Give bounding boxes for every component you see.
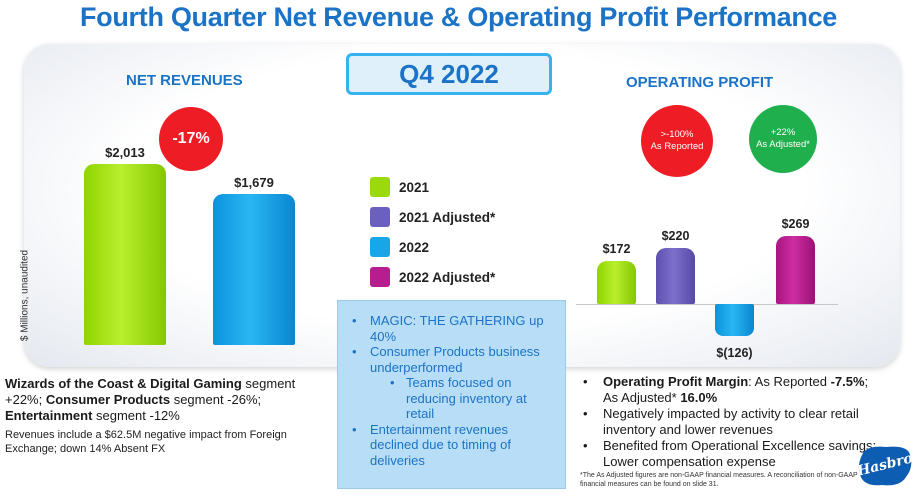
segment-change: segment -26%; (170, 392, 262, 407)
net-revenues-value-2022: $1,679 (234, 175, 274, 191)
adjusted-change: +22% (770, 127, 796, 138)
operating-profit-adjusted-badge: +22% As Adjusted* (749, 105, 817, 173)
margin-text: : As Reported (748, 374, 831, 389)
legend-label: 2021 Adjusted* (399, 209, 496, 225)
margin-text: ; As Adjusted* (603, 374, 869, 405)
legend-label: 2022 (399, 239, 430, 255)
legend: 2021 2021 Adjusted* 2022 2022 Adjusted* (370, 172, 495, 292)
note-item: Benefited from Operational Excellence sa… (580, 438, 880, 470)
operating-profit-title: OPERATING PROFIT (626, 74, 774, 91)
adjusted-label: As Adjusted* (756, 139, 810, 150)
operating-profit-bar-2022-adjusted (776, 236, 815, 304)
legend-swatch-2022-adjusted (370, 267, 390, 287)
operating-profit-bar-2021-adjusted (656, 248, 695, 304)
margin-adjusted: 16.0% (680, 390, 718, 405)
note-item: Operating Profit Margin: As Reported -7.… (580, 374, 880, 406)
segment-name: Entertainment (5, 408, 93, 423)
net-revenues-title: NET REVENUES (126, 72, 243, 89)
footnote: *The As Adjusted figures are non-GAAP fi… (580, 472, 858, 488)
operating-profit-bar-2022 (715, 304, 754, 336)
segment-name: Wizards of the Coast & Digital Gaming (5, 376, 242, 391)
segment-summary: Wizards of the Coast & Digital Gaming se… (5, 376, 335, 424)
margin-label: Operating Profit Margin (603, 374, 749, 389)
legend-swatch-2022 (370, 237, 390, 257)
operating-profit-value-2022: $(126) (716, 345, 753, 360)
legend-item-2021: 2021 (370, 172, 495, 202)
period-badge: Q4 2022 (346, 53, 552, 95)
page-title: Fourth Quarter Net Revenue & Operating P… (79, 2, 838, 32)
reported-label: As Reported (650, 141, 704, 152)
callout-item: Entertainment revenues declined due to t… (348, 422, 555, 469)
callout-subitem: Teams focused on reducing inventory at r… (348, 375, 555, 422)
net-revenues-value-2021: $2,013 (105, 145, 145, 160)
hasbro-logo: Hasbro (856, 441, 914, 489)
legend-item-2022: 2022 (370, 232, 495, 262)
legend-item-2022-adjusted: 2022 Adjusted* (370, 262, 495, 292)
fx-note: Revenues include a $62.5M negative impac… (5, 429, 287, 455)
operating-profit-bar-2021 (597, 260, 636, 304)
operating-profit-baseline (576, 304, 838, 305)
segment-name: Consumer Products (45, 392, 171, 407)
logo-shape-icon (858, 446, 912, 486)
segment-change: segment -12% (92, 408, 180, 423)
operating-profit-value-2021-adjusted: $220 (661, 229, 690, 244)
legend-swatch-2021 (370, 177, 390, 197)
net-revenues-change-badge: -17% (159, 107, 223, 171)
operating-profit-value-2022-adjusted: $269 (781, 217, 810, 231)
highlights-callout: MAGIC: THE GATHERING up 40% Consumer Pro… (337, 300, 566, 489)
operating-profit-notes: Operating Profit Margin: As Reported -7.… (580, 374, 880, 489)
net-revenues-bar-2021 (84, 164, 166, 345)
note-item: Negatively impacted by activity to clear… (580, 406, 880, 438)
y-axis-label: $ Millions, unaudited (19, 249, 31, 342)
segment-change: segment +22%; (5, 376, 296, 407)
callout-item: MAGIC: THE GATHERING up 40% (348, 313, 555, 344)
operating-profit-reported-badge: >-100% As Reported (641, 105, 713, 177)
operating-profit-value-2021: $172 (602, 241, 631, 256)
net-revenues-bar-2022 (213, 194, 295, 345)
segment-notes: Wizards of the Coast & Digital Gaming se… (5, 376, 335, 456)
reported-change: >-100% (660, 129, 694, 140)
legend-item-2021-adjusted: 2021 Adjusted* (370, 202, 495, 232)
legend-label: 2022 Adjusted* (399, 269, 496, 285)
legend-label: 2021 (399, 179, 430, 195)
margin-reported: -7.5% (830, 374, 865, 389)
legend-swatch-2021-adjusted (370, 207, 390, 227)
callout-item: Consumer Products business underperforme… (348, 344, 555, 375)
